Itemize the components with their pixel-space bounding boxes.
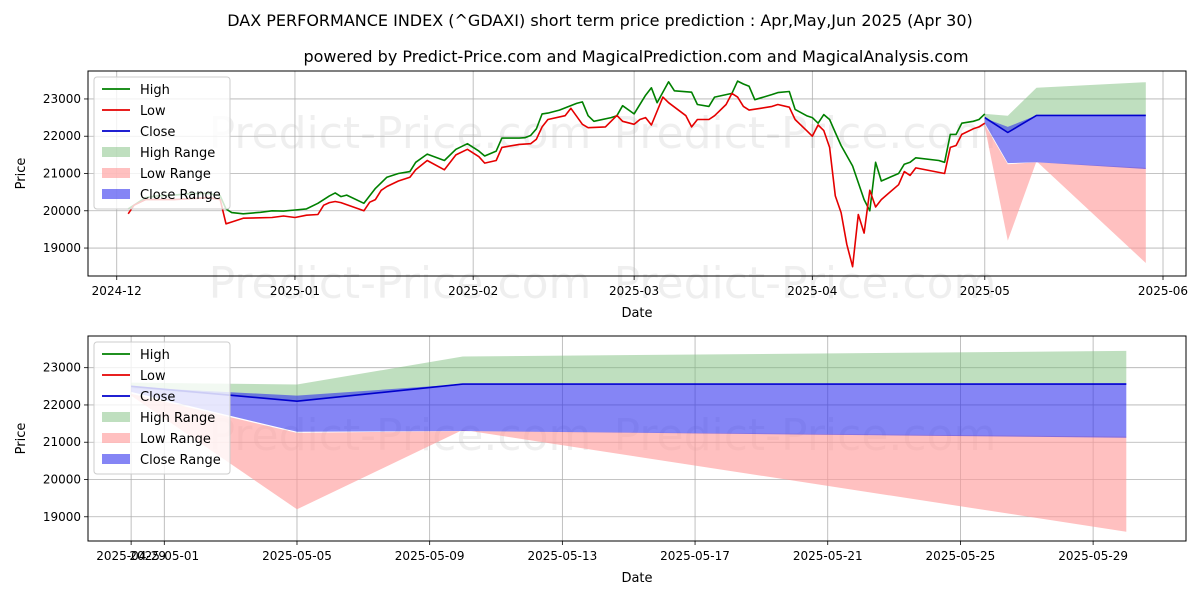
watermark: Predict-Price.com bbox=[209, 108, 592, 159]
close-forecast-line bbox=[984, 114, 1146, 134]
x-tick-label: 2025-05-17 bbox=[660, 549, 730, 563]
legend-entry-label: Low Range bbox=[140, 432, 211, 447]
y-tick-label: 20000 bbox=[43, 204, 81, 218]
watermark: Predict-Price.com bbox=[614, 258, 997, 309]
x-tick-label: 2025-06 bbox=[1138, 284, 1188, 298]
watermark: Predict-Price.com bbox=[614, 108, 997, 159]
plot-frame bbox=[87, 335, 1187, 542]
x-tick-label: 2025-05 bbox=[960, 284, 1010, 298]
watermark: Predict-Price.com bbox=[209, 258, 592, 309]
x-tick-label: 2025-04-29 bbox=[96, 549, 166, 563]
x-tick-label: 2025-05-21 bbox=[793, 549, 863, 563]
legend-entry-label: Close bbox=[140, 390, 175, 405]
close-range-band bbox=[984, 114, 1146, 169]
legend-entry-label: High bbox=[140, 83, 170, 98]
x-tick-label: 2025-05-25 bbox=[926, 549, 996, 563]
legend-entry-label: Low bbox=[140, 104, 166, 119]
close-range-band bbox=[131, 383, 1127, 438]
x-tick-label: 2025-03 bbox=[609, 284, 659, 298]
legend-entry-label: Low bbox=[140, 369, 166, 384]
y-tick-label: 20000 bbox=[43, 473, 81, 487]
high-range-band bbox=[131, 350, 1127, 402]
y-tick-label: 19000 bbox=[43, 241, 81, 255]
x-tick-label: 2025-05-05 bbox=[262, 549, 332, 563]
legend-swatch-patch bbox=[102, 168, 130, 178]
low-range-band bbox=[131, 393, 1127, 532]
x-tick-label: 2025-05-09 bbox=[395, 549, 465, 563]
x-tick-label: 2025-01 bbox=[270, 284, 320, 298]
y-tick-label: 21000 bbox=[43, 167, 81, 181]
y-tick-label: 23000 bbox=[43, 361, 81, 375]
legend-entry-label: High bbox=[140, 348, 170, 363]
x-tick-label: 2024-12 bbox=[92, 284, 142, 298]
legend-entry-label: Low Range bbox=[140, 167, 211, 182]
legend-swatch-patch bbox=[102, 454, 130, 464]
legend-entry-label: High Range bbox=[140, 411, 215, 426]
chart-subtitle: powered by Predict-Price.com and Magical… bbox=[303, 47, 968, 66]
x-tick-label: 2025-05-29 bbox=[1058, 549, 1128, 563]
legend-entry-label: Close bbox=[140, 125, 175, 140]
legend-entry-label: Close Range bbox=[140, 188, 221, 203]
legend-entry-label: High Range bbox=[140, 146, 215, 161]
y-tick-label: 22000 bbox=[43, 398, 81, 412]
forecast-zoom-panel: Predict-Price.comPredict-Price.com190002… bbox=[14, 335, 1187, 586]
y-tick-label: 22000 bbox=[43, 129, 81, 143]
plot-frame bbox=[87, 70, 1187, 277]
y-axis-label: Price bbox=[14, 423, 29, 455]
x-axis-label: Date bbox=[621, 571, 652, 586]
legend-swatch-patch bbox=[102, 412, 130, 422]
y-axis-label: Price bbox=[14, 158, 29, 190]
y-tick-label: 23000 bbox=[43, 92, 81, 106]
low-range-band bbox=[984, 125, 1146, 263]
low-line bbox=[127, 92, 986, 268]
chart-title: DAX PERFORMANCE INDEX (^GDAXI) short ter… bbox=[227, 11, 973, 30]
legend-entry-label: Close Range bbox=[140, 453, 221, 468]
x-tick-label: 2025-05-01 bbox=[129, 549, 199, 563]
x-tick-label: 2025-05-13 bbox=[527, 549, 597, 563]
y-tick-label: 21000 bbox=[43, 435, 81, 449]
high-line bbox=[127, 80, 986, 215]
high-range-band bbox=[984, 82, 1146, 133]
y-tick-label: 19000 bbox=[43, 510, 81, 524]
history-forecast-panel: Predict-Price.com Predict-Price.com Predic… bbox=[14, 70, 1188, 321]
legend-swatch-patch bbox=[102, 189, 130, 199]
legend-swatch-patch bbox=[102, 147, 130, 157]
x-axis-label: Date bbox=[621, 306, 652, 321]
x-tick-label: 2025-02 bbox=[448, 284, 498, 298]
x-tick-label: 2025-04 bbox=[787, 284, 837, 298]
legend-swatch-patch bbox=[102, 433, 130, 443]
